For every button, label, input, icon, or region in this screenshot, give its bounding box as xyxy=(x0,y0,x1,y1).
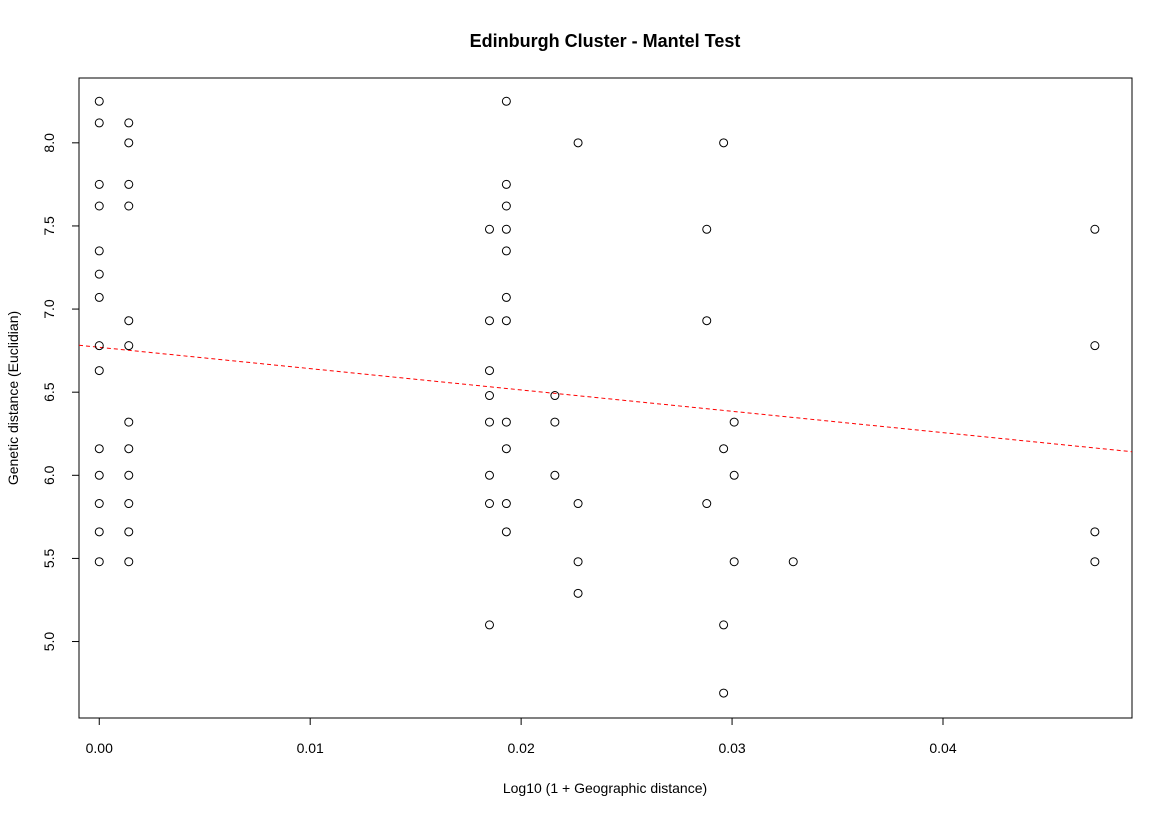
data-point xyxy=(573,138,583,148)
data-point xyxy=(124,417,134,427)
y-tick-label: 5.5 xyxy=(41,548,57,568)
data-point xyxy=(94,341,104,351)
data-point xyxy=(484,417,494,427)
data-point xyxy=(124,201,134,211)
data-point xyxy=(1090,341,1100,351)
data-point xyxy=(550,417,560,427)
x-tick-label: 0.03 xyxy=(718,740,745,756)
data-point xyxy=(124,138,134,148)
data-point xyxy=(124,341,134,351)
y-tick-label: 5.0 xyxy=(41,632,57,652)
data-point xyxy=(124,527,134,537)
data-point xyxy=(501,96,511,106)
data-point xyxy=(719,620,729,630)
data-point xyxy=(501,246,511,256)
data-point xyxy=(573,499,583,509)
data-point xyxy=(124,316,134,326)
data-point xyxy=(501,292,511,302)
data-point xyxy=(501,444,511,454)
y-tick-label: 6.5 xyxy=(41,382,57,402)
data-point xyxy=(94,179,104,189)
data-point xyxy=(94,366,104,376)
chart-title: Edinburgh Cluster - Mantel Test xyxy=(470,31,741,51)
data-point xyxy=(94,269,104,279)
data-point xyxy=(729,470,739,480)
data-point xyxy=(124,118,134,128)
data-point xyxy=(501,316,511,326)
data-point xyxy=(94,292,104,302)
data-point xyxy=(484,316,494,326)
data-point xyxy=(94,96,104,106)
scatter-points xyxy=(94,96,1100,698)
data-point xyxy=(729,417,739,427)
data-point xyxy=(484,366,494,376)
data-point xyxy=(94,499,104,509)
y-tick-label: 7.0 xyxy=(41,299,57,319)
data-point xyxy=(550,391,560,401)
data-point xyxy=(94,470,104,480)
data-point xyxy=(484,499,494,509)
y-tick-label: 6.0 xyxy=(41,465,57,485)
data-point xyxy=(501,201,511,211)
data-point xyxy=(484,391,494,401)
data-point xyxy=(124,179,134,189)
data-point xyxy=(94,246,104,256)
x-tick-label: 0.02 xyxy=(508,740,535,756)
regression-line xyxy=(79,344,1132,453)
data-point xyxy=(94,444,104,454)
data-point xyxy=(501,417,511,427)
x-tick-label: 0.00 xyxy=(86,740,113,756)
data-point xyxy=(788,557,798,567)
data-point xyxy=(573,557,583,567)
x-tick-label: 0.01 xyxy=(297,740,324,756)
x-axis: 0.00 0.01 0.02 0.03 0.04 xyxy=(86,718,957,756)
x-tick-label: 0.04 xyxy=(929,740,956,756)
data-point xyxy=(702,224,712,234)
data-point xyxy=(124,557,134,567)
data-point xyxy=(702,499,712,509)
data-point xyxy=(484,470,494,480)
y-axis-label: Genetic distance (Euclidian) xyxy=(5,311,21,485)
data-point xyxy=(124,470,134,480)
data-point xyxy=(501,224,511,234)
data-point xyxy=(719,688,729,698)
data-point xyxy=(484,620,494,630)
data-point xyxy=(1090,224,1100,234)
data-point xyxy=(719,138,729,148)
data-point xyxy=(94,557,104,567)
data-point xyxy=(550,470,560,480)
data-point xyxy=(94,118,104,128)
regression-line-group xyxy=(79,344,1132,453)
data-point xyxy=(124,499,134,509)
data-point xyxy=(573,588,583,598)
data-point xyxy=(719,444,729,454)
data-point xyxy=(94,527,104,537)
data-point xyxy=(124,444,134,454)
data-point xyxy=(729,557,739,567)
data-point xyxy=(501,499,511,509)
data-point xyxy=(702,316,712,326)
y-tick-label: 7.5 xyxy=(41,216,57,236)
data-point xyxy=(484,224,494,234)
y-tick-label: 8.0 xyxy=(41,133,57,153)
x-axis-label: Log10 (1 + Geographic distance) xyxy=(503,780,707,796)
y-axis: 5.0 5.5 6.0 6.5 7.0 7.5 8.0 xyxy=(41,133,79,651)
data-point xyxy=(1090,557,1100,567)
data-point xyxy=(501,179,511,189)
data-point xyxy=(1090,527,1100,537)
data-point xyxy=(501,527,511,537)
data-point xyxy=(94,201,104,211)
plot-frame xyxy=(78,77,1133,719)
